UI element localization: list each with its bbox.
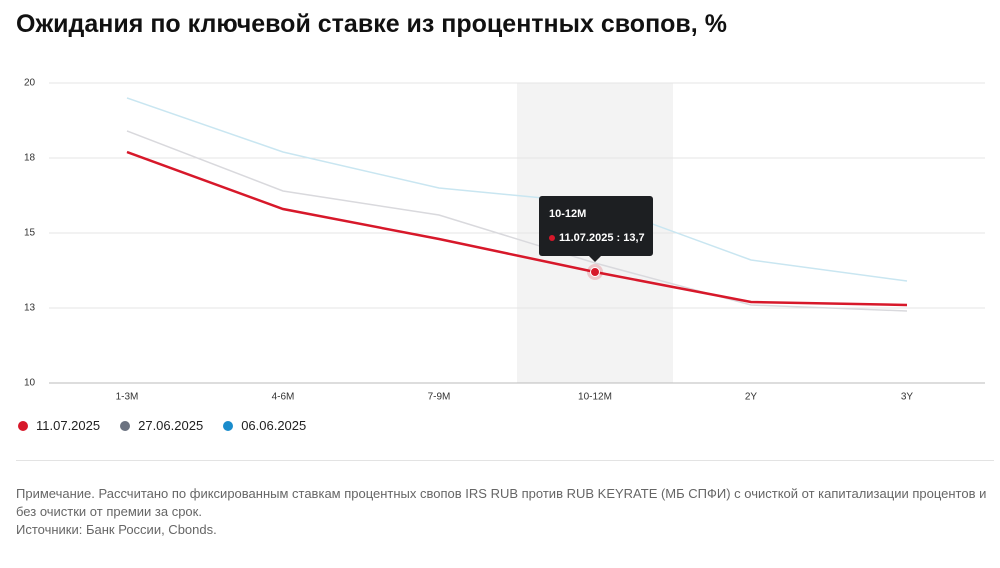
x-tick-label: 10-12M — [578, 392, 612, 403]
x-tick-label: 4-6M — [272, 392, 295, 403]
legend-swatch — [120, 420, 131, 431]
series-line — [126, 130, 908, 312]
highlight-point — [590, 267, 600, 277]
legend: 11.07.2025 27.06.2025 06.06.2025 — [18, 418, 306, 433]
sources: Источники: Банк России, Cbonds. — [16, 522, 217, 537]
x-tick-label: 1-3M — [116, 392, 139, 403]
tooltip-row: 11.07.2025 : 13,7 — [549, 232, 645, 244]
tooltip-title: 10-12M — [549, 208, 587, 220]
y-tick-label: 13 — [24, 303, 36, 314]
legend-item[interactable]: 11.07.2025 — [18, 418, 100, 433]
tooltip: 10-12M 11.07.2025 : 13,7 — [539, 196, 653, 262]
y-tick-label: 20 — [24, 78, 36, 89]
legend-swatch — [223, 420, 234, 431]
y-tick-label: 10 — [24, 378, 36, 389]
legend-label: 06.06.2025 — [241, 418, 307, 433]
y-tick-label: 18 — [24, 153, 36, 164]
series-line — [126, 150, 908, 307]
chart-title: Ожидания по ключевой ставке из процентны… — [16, 10, 727, 38]
tooltip-dot — [549, 235, 555, 242]
tooltip-value: 13,7 — [623, 232, 645, 244]
x-tick-label: 2Y — [745, 392, 758, 403]
tooltip-series: 11.07.2025 — [559, 232, 614, 244]
series-line — [126, 97, 908, 282]
note: Примечание. Рассчитано по фиксированным … — [16, 486, 987, 519]
y-tick-label: 15 — [24, 228, 36, 239]
x-tick-label: 7-9M — [428, 392, 451, 403]
notes: Примечание. Рассчитано по фиксированным … — [16, 485, 991, 539]
chart: 10 13 15 18 20 1-3M 4-6M 7-9M 10-12M 2Y 3Y — [24, 78, 985, 403]
legend-item[interactable]: 06.06.2025 — [223, 418, 306, 433]
legend-label: 27.06.2025 — [138, 418, 204, 433]
legend-label: 11.07.2025 — [36, 418, 101, 433]
legend-item[interactable]: 27.06.2025 — [120, 418, 203, 433]
legend-swatch — [18, 420, 28, 431]
x-tick-label: 3Y — [901, 392, 914, 403]
separator — [16, 460, 994, 461]
